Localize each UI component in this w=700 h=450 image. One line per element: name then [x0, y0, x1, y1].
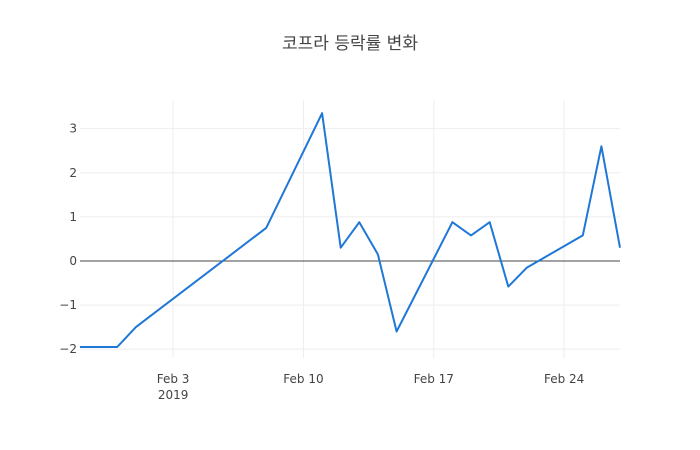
x-tick-label: Feb 24 [544, 372, 584, 386]
series-layer [80, 112, 621, 348]
y-axis-ticks: 3 2 1 0 −1 −2 [59, 122, 77, 357]
y-tick-label: 2 [69, 166, 77, 180]
gridlines [80, 100, 620, 358]
series-line [80, 112, 621, 348]
x-axis-ticks: Feb 3 2019 Feb 10 Feb 17 Feb 24 [157, 372, 585, 402]
y-tick-label: 1 [69, 210, 77, 224]
chart-title: 코프라 등락률 변화 [282, 34, 418, 54]
y-tick-label: −1 [59, 298, 77, 312]
x-tick-sublabel: 2019 [158, 388, 189, 402]
x-tick-label: Feb 3 [157, 372, 190, 386]
y-tick-label: 3 [69, 122, 77, 136]
y-tick-label: 0 [69, 254, 77, 268]
y-tick-label: −2 [59, 342, 77, 356]
x-tick-label: Feb 10 [283, 372, 323, 386]
x-tick-label: Feb 17 [414, 372, 454, 386]
